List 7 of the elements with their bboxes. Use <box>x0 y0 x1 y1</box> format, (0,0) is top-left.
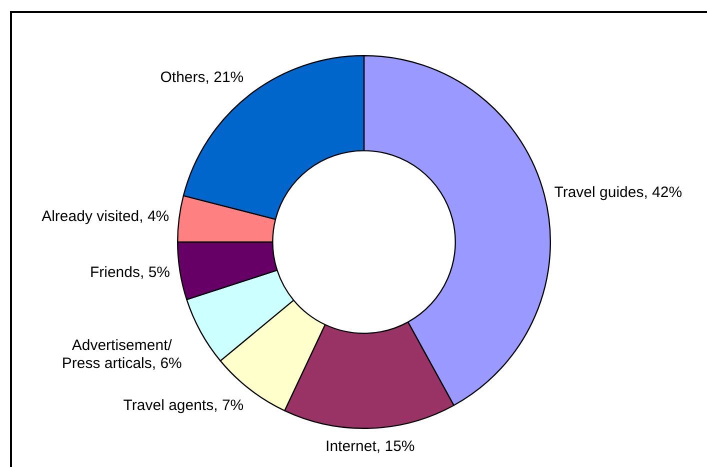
slice-label: Travel guides, 42% <box>554 184 682 202</box>
slice-label: Friends, 5% <box>90 264 170 282</box>
slice-label: Travel agents, 7% <box>123 397 244 416</box>
slice-label: Internet, 15% <box>326 438 415 456</box>
slice-label: Already visited, 4% <box>42 208 170 226</box>
slice-label: Others, 21% <box>160 68 244 87</box>
slice-label: Advertisement/ Press articals, 6% <box>60 336 183 373</box>
